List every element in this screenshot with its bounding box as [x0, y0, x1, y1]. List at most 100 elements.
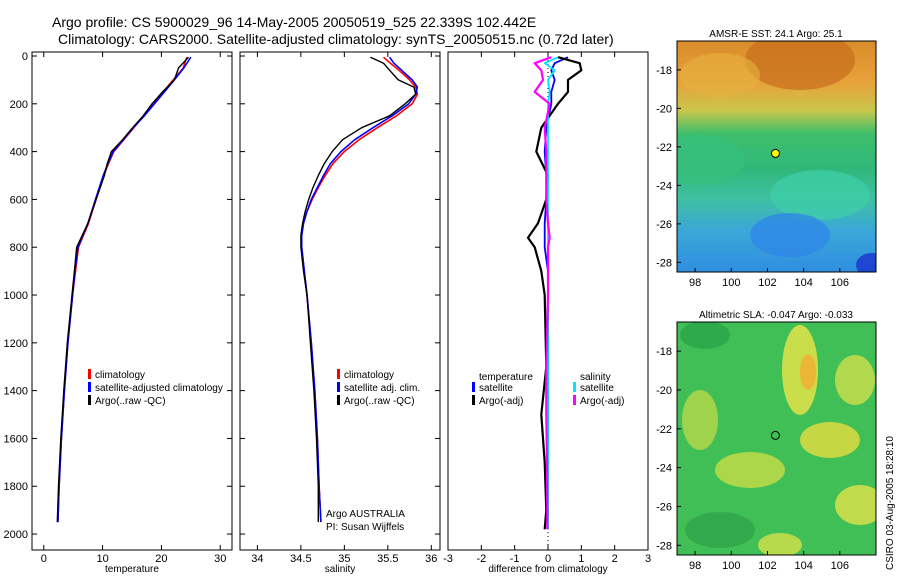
legend-swatch-temp-argo [472, 395, 475, 405]
figure-title-line1: Argo profile: CS 5900029_96 14-May-2005 … [52, 14, 536, 30]
y-tick-label: -24 [656, 463, 672, 475]
x-tick-label: -3 [443, 553, 453, 565]
y-tick-label: 1400 [4, 386, 28, 398]
x-tick-label: 1 [578, 553, 584, 565]
legend-label: Argo(..raw -QC) [95, 396, 166, 407]
y-tick-label: -18 [656, 346, 672, 358]
legend-label: climatology [344, 370, 394, 381]
difference-xlabel: difference from climatology [488, 564, 607, 575]
difference-series [526, 56, 583, 530]
legend-label: salinity [580, 372, 611, 383]
salinity-series [300, 56, 419, 523]
legend-swatch-climatology [337, 369, 340, 379]
series-line-climatology [300, 56, 419, 523]
x-tick-label: -2 [476, 553, 486, 565]
x-tick-label: 100 [722, 560, 740, 572]
y-tick-label: 1800 [4, 481, 28, 493]
temperature-axes: 0 10 20 30 0 200 400 600 800 1000 1200 1400 1600 1800… [4, 51, 232, 565]
y-tick-label: 800 [10, 242, 28, 254]
series-line-climatology [57, 56, 188, 523]
x-tick-label: 0 [41, 553, 47, 565]
sla-patch [715, 452, 785, 488]
legend-label: Argo(-adj) [580, 396, 624, 407]
sla-patch [782, 325, 818, 415]
sla-map-patches [680, 322, 876, 555]
y-tick-label: 2000 [4, 529, 28, 541]
sla-patch [685, 512, 755, 548]
y-tick-label: 600 [10, 194, 28, 206]
sla-map-frame [676, 321, 877, 556]
sla-map-title: Altimetric SLA: -0.047 Argo: -0.033 [699, 310, 853, 321]
x-tick-label: 100 [722, 277, 740, 289]
y-tick-label: -20 [656, 103, 672, 115]
x-tick-label: 104 [794, 277, 812, 289]
y-tick-label: -22 [656, 142, 672, 154]
sst-cool-patch [750, 213, 830, 257]
x-tick-label: 35.5 [377, 553, 398, 565]
x-tick-label: 0 [545, 553, 551, 565]
sst-map-frame [676, 40, 877, 273]
sla-patch [758, 533, 802, 555]
x-tick-label: 10 [96, 553, 108, 565]
salinity-plot-frame [239, 51, 441, 551]
sla-patch [800, 422, 860, 458]
legend-swatch-sal-argo [573, 395, 576, 405]
pi-label: PI: Susan Wijffels [326, 522, 404, 533]
argo-position-marker [770, 148, 780, 158]
figure-title-line2: Climatology: CARS2000. Satellite-adjuste… [58, 31, 614, 47]
temperature-xlabel: temperature [105, 564, 159, 575]
legend-label: climatology [95, 370, 145, 381]
x-tick-label: 98 [689, 560, 701, 572]
legend-label: temperature [479, 372, 533, 383]
x-tick-label: 2 [612, 553, 618, 565]
sst-mid-patch [770, 170, 870, 220]
x-tick-label: 30 [214, 553, 226, 565]
series-line-satellite [57, 56, 192, 523]
legend-label: satellite adj. clim. [344, 383, 420, 394]
legend-label: Argo(-adj) [479, 396, 523, 407]
sla-patch [800, 354, 816, 390]
y-tick-label: -28 [656, 257, 672, 269]
x-tick-label: 104 [794, 560, 812, 572]
sst-mid-patch [677, 135, 745, 185]
x-tick-label: 20 [155, 553, 167, 565]
x-tick-label: 106 [831, 560, 849, 572]
salinity-legend: climatology satellite adj. clim. Argo(..… [337, 369, 420, 407]
legend-swatch-argo [88, 395, 91, 405]
argo-program-label: Argo AUSTRALIA [326, 509, 405, 520]
legend-label: satellite-adjusted climatology [95, 383, 223, 394]
sla-map-axes: 98 100 102 104 106 -18 -20 -22 -24 -26 -28 [656, 346, 849, 572]
series-line-satellite [300, 56, 419, 523]
sst-map-patches [677, 41, 876, 272]
y-tick-label: 400 [10, 147, 28, 159]
y-tick-label: 200 [10, 99, 28, 111]
sst-map: 98 100 102 104 106 -18 -20 -22 -24 -26 -28 [656, 40, 877, 289]
argo-position-marker [770, 430, 780, 440]
x-tick-label: 102 [758, 560, 776, 572]
sst-map-axes: 98 100 102 104 106 -18 -20 -22 -24 -26 -28 [656, 65, 849, 289]
difference-legend: temperature satellite Argo(-adj) salinit… [472, 372, 624, 407]
series-line-salinity-argo [533, 56, 552, 530]
series-line-argo [56, 56, 190, 523]
series-line-temperature-argo [526, 56, 583, 530]
y-tick-label: -28 [656, 540, 672, 552]
timestamp-label: CSIRO 03-Aug-2005 18:28:10 [885, 436, 896, 570]
y-tick-label: 1600 [4, 433, 28, 445]
y-tick-label: -26 [656, 501, 672, 513]
sla-patch [835, 485, 876, 525]
x-tick-label: -1 [510, 553, 520, 565]
legend-swatch-satellite [88, 382, 91, 392]
sla-patch [682, 390, 718, 450]
series-line-argo [300, 56, 417, 523]
salinity-xlabel: salinity [325, 564, 356, 575]
legend-swatch-argo [337, 395, 340, 405]
y-tick-label: -24 [656, 180, 672, 192]
x-tick-label: 3 [645, 553, 651, 565]
x-tick-label: 98 [689, 277, 701, 289]
legend-label: satellite [580, 383, 614, 394]
x-tick-label: 35 [338, 553, 350, 565]
legend-swatch-temp-satellite [472, 382, 475, 392]
sst-map-title: AMSR-E SST: 24.1 Argo: 25.1 [709, 29, 843, 40]
salinity-axes: 34 34.5 35 35.5 36 [240, 52, 440, 565]
